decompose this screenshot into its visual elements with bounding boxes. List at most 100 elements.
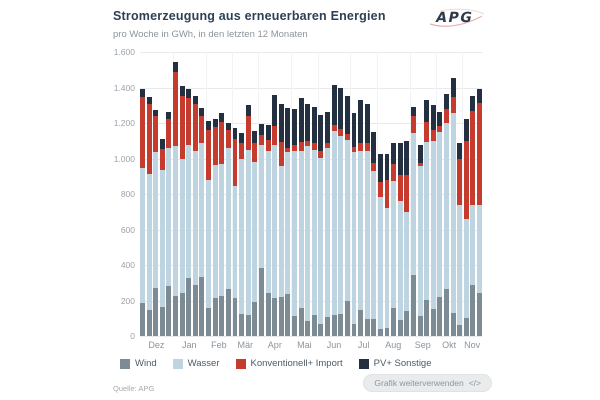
- legend-item-pv-sonstige[interactable]: PV+ Sonstige: [358, 358, 432, 369]
- week-bar: [239, 52, 245, 336]
- bar-segment-konventionell-import: [192, 104, 198, 152]
- legend-item-wasser[interactable]: Wasser: [172, 358, 220, 369]
- week-bar: [424, 52, 430, 336]
- bar-segment-pv-sonstige: [318, 115, 324, 152]
- week-bar: [272, 52, 278, 336]
- bar-segment-konventionell-import: [159, 148, 165, 171]
- bar-segment-pv-sonstige: [159, 139, 165, 149]
- chart-card: Stromerzeugung aus erneuerbaren Energien…: [100, 0, 500, 400]
- bar-segment-wind: [477, 293, 482, 336]
- bar-segment-wind: [311, 314, 317, 336]
- bar-segment-wind: [159, 306, 165, 336]
- week-bar: [325, 52, 330, 336]
- week-bar: [404, 52, 410, 336]
- bar-segment-wind: [252, 302, 258, 336]
- week-bar: [212, 52, 218, 336]
- legend-item-wind[interactable]: Wind: [120, 358, 157, 369]
- bar-segment-wasser: [430, 140, 436, 310]
- month-separator: [350, 52, 352, 336]
- bar-segment-konventionell-import: [364, 143, 370, 151]
- month-separator: [409, 52, 411, 336]
- bar-segment-wind: [437, 296, 443, 336]
- bar-segment-wasser: [344, 139, 350, 301]
- bar-segment-pv-sonstige: [179, 85, 185, 96]
- bar-segment-pv-sonstige: [153, 109, 159, 116]
- bar-segment-wasser: [477, 204, 482, 294]
- bar-segment-wind: [285, 294, 291, 336]
- week-bar: [457, 52, 463, 336]
- gridline: 1.400: [114, 83, 482, 93]
- bar-segment-wasser: [278, 165, 284, 297]
- week-bar: [166, 52, 172, 336]
- bar-segment-konventionell-import: [206, 130, 212, 180]
- plot-area: 1.600 1.400 1.200 1.000 800 600 400 200 0 Dez Jan F…: [114, 47, 482, 350]
- week-bar: [140, 52, 145, 336]
- bar-segment-konventionell-import: [444, 108, 449, 124]
- bar-segment-wind: [199, 277, 205, 336]
- bar-segment-wasser: [166, 147, 172, 287]
- bar-segment-konventionell-import: [272, 125, 278, 146]
- week-bar: [186, 52, 192, 336]
- bar-segment-konventionell-import: [391, 163, 397, 181]
- week-bar: [219, 52, 225, 336]
- gridline: 800: [121, 189, 482, 199]
- month-separator: [317, 52, 319, 336]
- bar-segment-wind: [397, 320, 403, 336]
- bar-segment-wind: [377, 328, 383, 336]
- bar-segment-pv-sonstige: [331, 84, 337, 125]
- legend-item-konventionell-import[interactable]: Konventionell+ Import: [235, 358, 343, 369]
- x-axis-month-label: Sep: [414, 340, 431, 350]
- bar-segment-pv-sonstige: [338, 87, 344, 130]
- bar-segment-konventionell-import: [252, 143, 258, 163]
- bar-segment-konventionell-import: [424, 122, 430, 142]
- week-bar: [477, 52, 482, 336]
- reuse-graphic-button[interactable]: Grafik weiterverwenden </>: [363, 374, 492, 392]
- bar-segment-konventionell-import: [377, 181, 383, 197]
- bar-segment-pv-sonstige: [311, 107, 317, 143]
- bar-segment-wasser: [245, 149, 251, 315]
- week-bar: [206, 52, 212, 336]
- gridline: 400: [121, 260, 482, 270]
- bar-segment-pv-sonstige: [377, 154, 383, 182]
- week-bar: [338, 52, 344, 336]
- bar-segment-pv-sonstige: [278, 103, 284, 142]
- x-axis-month-label: Feb: [211, 340, 227, 350]
- gridline: 1.200: [114, 118, 482, 128]
- chart-title: Stromerzeugung aus erneuerbaren Energien: [113, 9, 386, 23]
- bar-segment-pv-sonstige: [186, 89, 192, 99]
- bar-segment-konventionell-import: [173, 71, 178, 147]
- bar-segment-konventionell-import: [258, 134, 264, 146]
- bar-segment-wasser: [311, 149, 317, 315]
- bar-segment-wasser: [437, 131, 443, 297]
- bar-segment-wasser: [371, 170, 377, 320]
- week-bar: [358, 52, 364, 336]
- bar-segment-wasser: [351, 152, 357, 324]
- bar-segment-wasser: [391, 180, 397, 308]
- bar-segment-wasser: [179, 158, 185, 294]
- bar-segment-wasser: [212, 164, 218, 298]
- bar-segment-konventionell-import: [477, 103, 482, 205]
- bar-segment-pv-sonstige: [239, 132, 245, 144]
- bar-segment-wind: [444, 288, 449, 336]
- bar-segment-wind: [364, 319, 370, 336]
- bar-segment-pv-sonstige: [140, 89, 145, 98]
- bar-segment-pv-sonstige: [199, 107, 205, 116]
- week-bar: [384, 52, 390, 336]
- x-axis-month-label: Jun: [326, 340, 342, 350]
- bar-segment-wind: [206, 307, 212, 336]
- week-bar: [450, 52, 456, 336]
- bar-segment-pv-sonstige: [358, 99, 364, 144]
- y-axis-tick-label: 400: [120, 260, 135, 270]
- bar-segment-konventionell-import: [450, 97, 456, 114]
- bar-segment-pv-sonstige: [219, 113, 225, 123]
- bar-segment-pv-sonstige: [444, 93, 449, 109]
- week-bar: [410, 52, 416, 336]
- bar-segment-wind: [258, 267, 264, 336]
- y-axis-tick-label: 0: [130, 331, 135, 341]
- bar-segment-wasser: [206, 179, 212, 308]
- y-axis-tick-label: 1.200: [113, 118, 135, 128]
- week-bar: [245, 52, 251, 336]
- gridline: 0: [130, 331, 482, 341]
- bar-segment-konventionell-import: [417, 162, 423, 166]
- bar-segment-pv-sonstige: [258, 123, 264, 135]
